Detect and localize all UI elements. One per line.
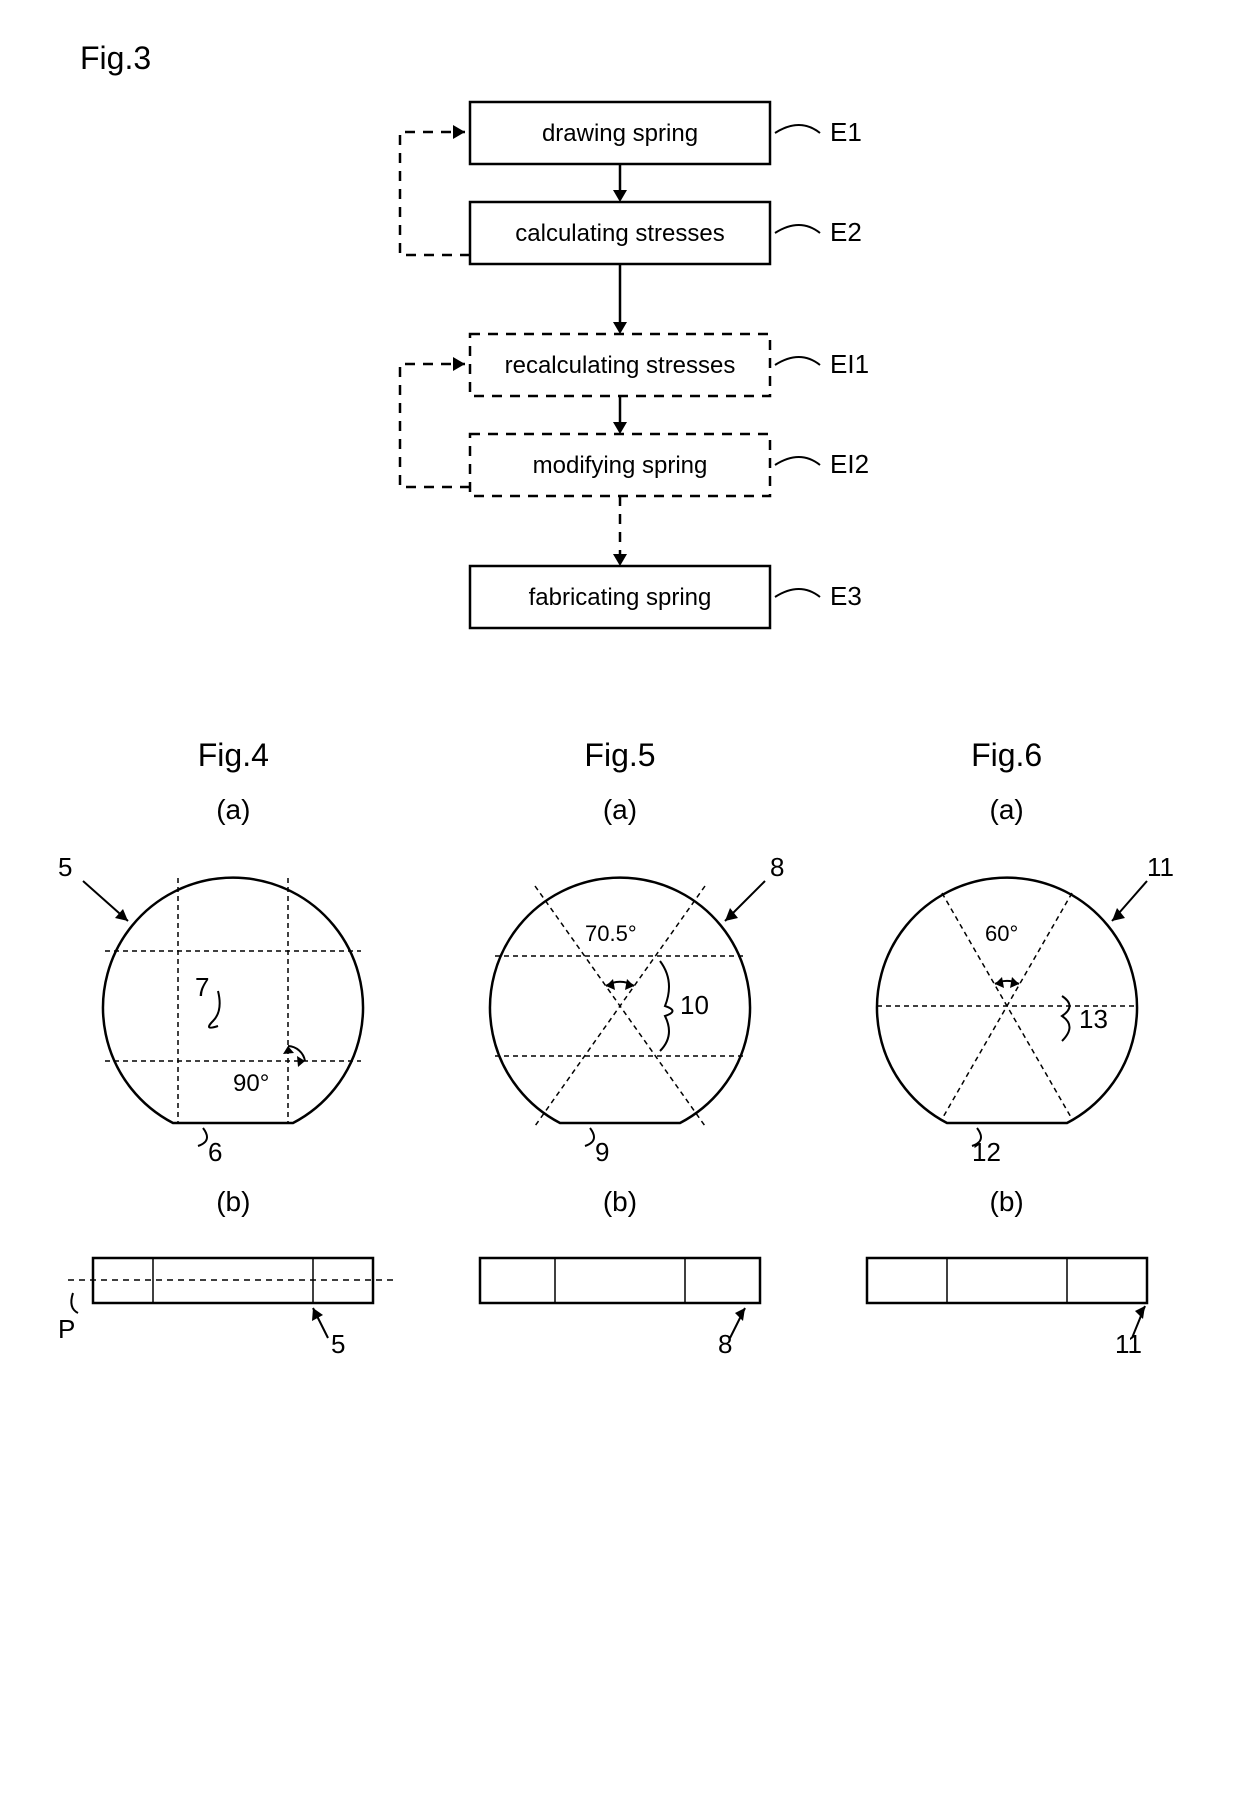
fig6-sub-a: (a) (827, 794, 1187, 826)
flowchart-fig3: drawing spring E1 calculating stresses E… (310, 97, 930, 657)
flowchart-svg: drawing spring E1 calculating stresses E… (310, 97, 930, 657)
svg-text:fabricating spring: fabricating spring (529, 584, 712, 611)
svg-text:10: 10 (680, 990, 709, 1020)
fig5-column: Fig.5 (a) 70.5° 10 8 (440, 737, 800, 1358)
svg-text:E1: E1 (830, 117, 862, 147)
fig6-sub-b: (b) (827, 1186, 1187, 1218)
fig6-column: Fig.6 (a) 60° 13 11 (827, 737, 1187, 1358)
svg-text:8: 8 (770, 852, 784, 882)
svg-text:E2: E2 (830, 217, 862, 247)
svg-text:11: 11 (1147, 852, 1174, 882)
svg-text:13: 13 (1079, 1004, 1108, 1034)
svg-text:60°: 60° (985, 921, 1018, 946)
svg-text:calculating stresses: calculating stresses (515, 220, 724, 247)
svg-text:modifying spring: modifying spring (533, 452, 708, 479)
fig4-sub-a: (a) (53, 794, 413, 826)
fig6-wafer-svg: 60° 13 11 12 (827, 846, 1187, 1166)
fig6-side-svg: 11 (827, 1238, 1187, 1358)
fig6-title: Fig.6 (827, 737, 1187, 774)
fig5-side-svg: 8 (440, 1238, 800, 1358)
fig4-sub-b: (b) (53, 1186, 413, 1218)
svg-text:EI2: EI2 (830, 449, 869, 479)
svg-text:7: 7 (195, 972, 209, 1002)
svg-text:90°: 90° (233, 1070, 269, 1097)
svg-text:5: 5 (58, 852, 72, 882)
svg-text:12: 12 (972, 1137, 1001, 1166)
svg-text:P: P (58, 1314, 75, 1344)
svg-text:drawing spring: drawing spring (542, 120, 698, 147)
wafer-figures-row: Fig.4 (a) 7 90° 5 (40, 737, 1200, 1358)
fig3-title: Fig.3 (80, 40, 1200, 77)
svg-text:11: 11 (1115, 1329, 1142, 1358)
svg-text:6: 6 (208, 1137, 222, 1166)
fig4-column: Fig.4 (a) 7 90° 5 (53, 737, 413, 1358)
svg-text:E3: E3 (830, 581, 862, 611)
svg-text:9: 9 (595, 1137, 609, 1166)
svg-text:8: 8 (718, 1329, 732, 1358)
svg-text:70.5°: 70.5° (585, 921, 637, 946)
fig4-wafer-svg: 7 90° 5 6 (53, 846, 413, 1166)
fig4-side-svg: P 5 (53, 1238, 413, 1358)
svg-text:EI1: EI1 (830, 349, 869, 379)
svg-text:recalculating stresses: recalculating stresses (505, 352, 736, 379)
fig4-title: Fig.4 (53, 737, 413, 774)
svg-text:5: 5 (331, 1329, 345, 1358)
fig5-title: Fig.5 (440, 737, 800, 774)
fig5-sub-b: (b) (440, 1186, 800, 1218)
fig5-sub-a: (a) (440, 794, 800, 826)
fig5-wafer-svg: 70.5° 10 8 9 (440, 846, 800, 1166)
